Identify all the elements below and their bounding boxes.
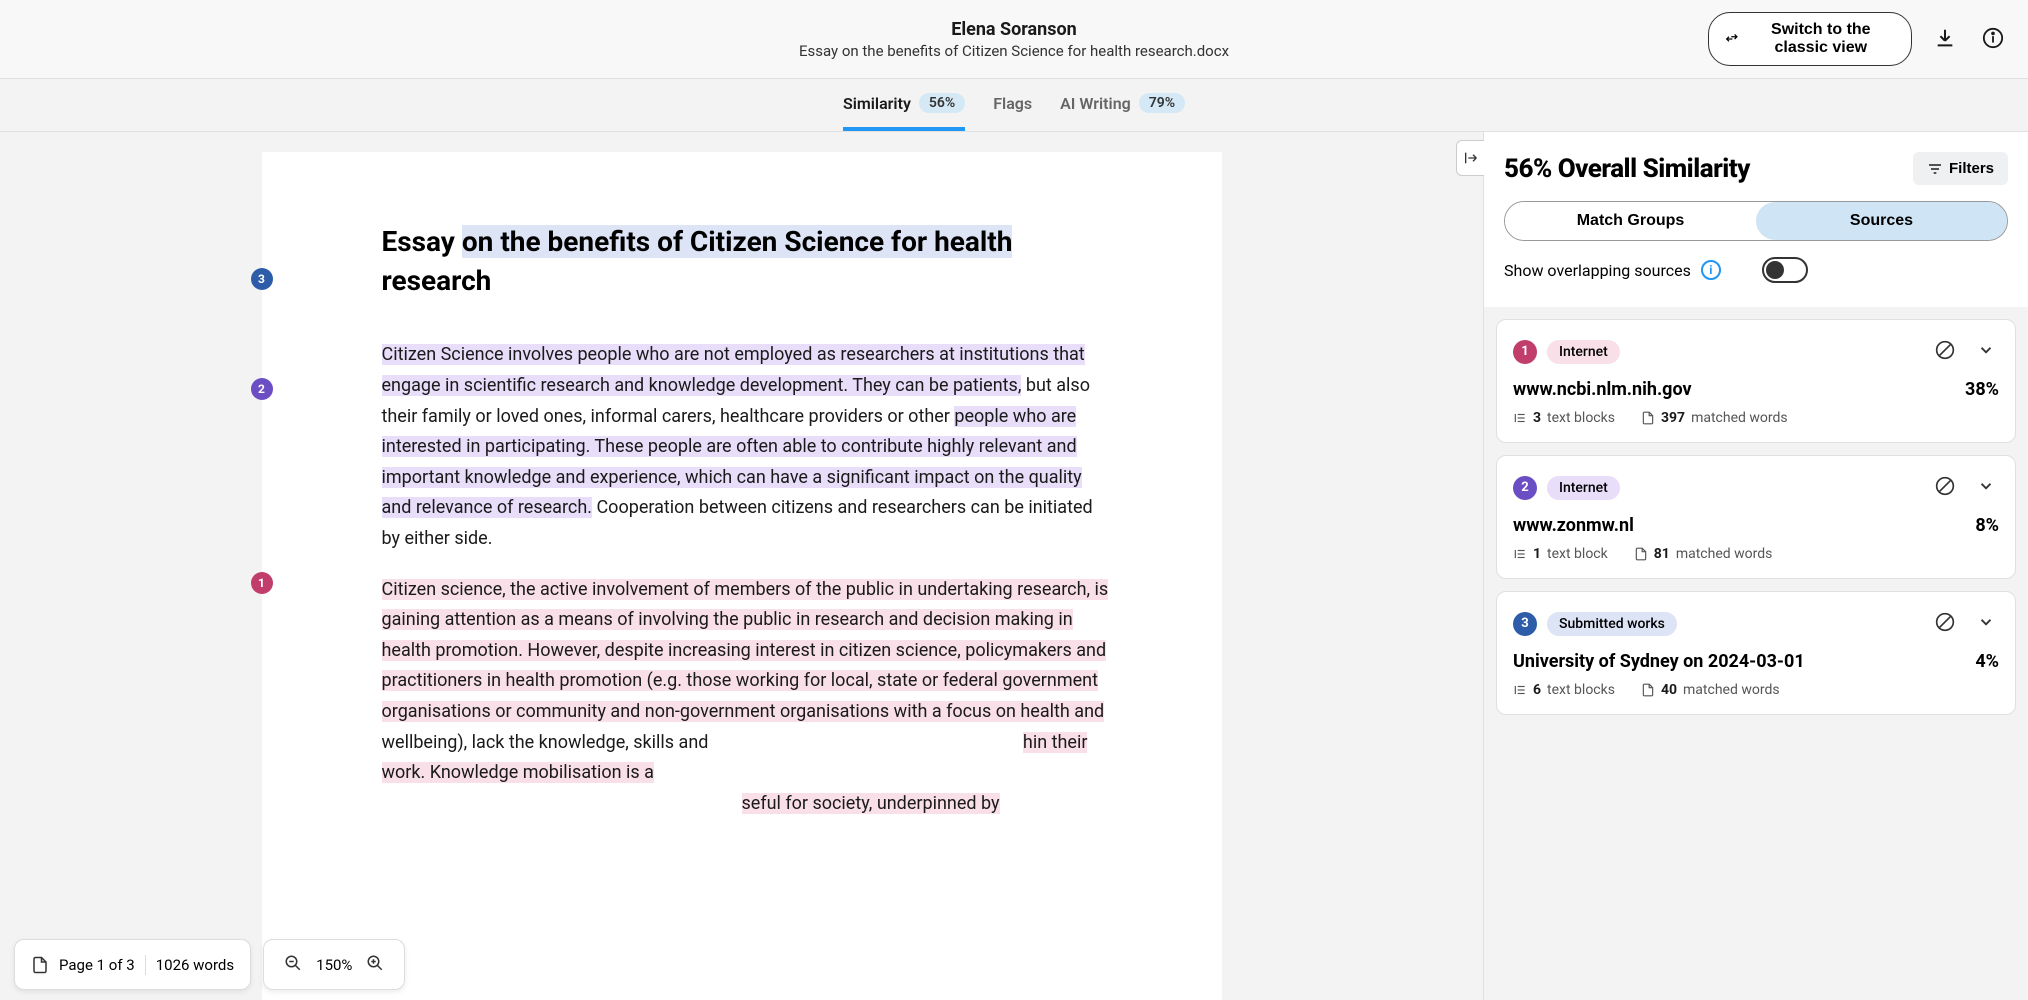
exclude-source-button[interactable]	[1931, 608, 1959, 639]
zoom-level: 150%	[316, 956, 352, 974]
sources-list: 1 Internet www.ncbi.nlm.nih.gov 38% 3 te…	[1484, 307, 2028, 1000]
download-icon	[1934, 27, 1956, 49]
essay-title: Essay on the benefits of Citizen Science…	[382, 222, 1112, 300]
page-label: Page 1 of 3	[59, 956, 135, 974]
chevron-down-icon	[1977, 341, 1995, 359]
list-icon	[1513, 547, 1527, 561]
source-url: www.ncbi.nlm.nih.gov	[1513, 379, 1692, 400]
word-count: 1026 words	[156, 956, 234, 974]
source-number: 3	[1513, 612, 1537, 636]
document-name: Essay on the benefits of Citizen Science…	[320, 42, 1708, 60]
source-card[interactable]: 3 Submitted works University of Sydney o…	[1496, 591, 2016, 715]
page-info-chip: Page 1 of 3 1026 words	[14, 939, 251, 990]
sources-tab[interactable]: Sources	[1756, 202, 2007, 240]
tab-similarity-label: Similarity	[843, 94, 911, 113]
source-card[interactable]: 2 Internet www.zonmw.nl 8% 1 text block	[1496, 455, 2016, 579]
tab-ai-writing[interactable]: AI Writing 79%	[1060, 93, 1185, 131]
source-number: 2	[1513, 476, 1537, 500]
zoom-chip: 150%	[263, 939, 405, 990]
highlight-purple: Citizen Science involves people who are …	[382, 344, 1085, 396]
info-button[interactable]	[1978, 23, 2008, 56]
info-icon[interactable]: i	[1701, 260, 1721, 280]
tabs-bar: Similarity 56% Flags AI Writing 79%	[0, 79, 2028, 132]
zoom-out-button[interactable]	[280, 950, 306, 979]
similarity-badge: 56%	[919, 93, 965, 113]
collapse-icon	[1463, 150, 1479, 166]
collapse-sidebar-button[interactable]	[1456, 140, 1484, 176]
source-type-badge: Internet	[1547, 340, 1620, 364]
filters-button[interactable]: Filters	[1913, 152, 2008, 185]
source-type-badge: Submitted works	[1547, 612, 1677, 636]
matched-words-stat: 81 matched words	[1634, 546, 1773, 562]
tab-similarity[interactable]: Similarity 56%	[843, 93, 965, 131]
matched-words-stat: 397 matched words	[1641, 410, 1788, 426]
download-button[interactable]	[1930, 23, 1960, 56]
document-icon	[1641, 411, 1655, 425]
top-header: Elena Soranson Essay on the benefits of …	[0, 0, 2028, 79]
chevron-down-icon	[1977, 477, 1995, 495]
sidebar: 56% Overall Similarity Filters Match Gro…	[1483, 132, 2028, 1000]
exclude-icon	[1935, 612, 1955, 632]
filters-label: Filters	[1949, 160, 1994, 177]
match-marker-1[interactable]: 1	[251, 572, 273, 594]
paragraph-2: Citizen science, the active involvement …	[382, 575, 1112, 820]
paragraph-1: Citizen Science involves people who are …	[382, 340, 1112, 554]
zoom-in-button[interactable]	[362, 950, 388, 979]
match-groups-tab[interactable]: Match Groups	[1505, 202, 1756, 240]
tab-flags[interactable]: Flags	[993, 93, 1032, 131]
student-name: Elena Soranson	[320, 19, 1708, 40]
overall-similarity-title: 56% Overall Similarity	[1504, 154, 1750, 184]
source-type-badge: Internet	[1547, 476, 1620, 500]
match-marker-2[interactable]: 2	[251, 378, 273, 400]
expand-source-button[interactable]	[1973, 608, 1999, 639]
text-blocks-stat: 1 text block	[1513, 546, 1608, 562]
swap-icon	[1725, 30, 1739, 48]
overlap-toggle[interactable]	[1762, 257, 1808, 283]
zoom-in-icon	[366, 954, 384, 972]
view-segment-control: Match Groups Sources	[1504, 201, 2008, 241]
exclude-icon	[1935, 476, 1955, 496]
source-url: University of Sydney on 2024-03-01	[1513, 651, 1805, 672]
document-page: 3 Essay on the benefits of Citizen Scien…	[262, 152, 1222, 1000]
tab-ai-label: AI Writing	[1060, 94, 1131, 113]
list-icon	[1513, 683, 1527, 697]
filter-icon	[1927, 161, 1943, 177]
matched-words-stat: 40 matched words	[1641, 682, 1780, 698]
exclude-source-button[interactable]	[1931, 336, 1959, 367]
tab-flags-label: Flags	[993, 94, 1032, 113]
ai-badge: 79%	[1139, 93, 1185, 113]
overlap-label: Show overlapping sources	[1504, 261, 1691, 280]
switch-classic-view-button[interactable]: Switch to the classic view	[1708, 12, 1912, 66]
toggle-knob	[1766, 261, 1784, 279]
info-icon	[1982, 27, 2004, 49]
list-icon	[1513, 411, 1527, 425]
text-blocks-stat: 6 text blocks	[1513, 682, 1615, 698]
document-icon	[1641, 683, 1655, 697]
match-marker-3[interactable]: 3	[251, 268, 273, 290]
source-number: 1	[1513, 340, 1537, 364]
document-viewer: 3 Essay on the benefits of Citizen Scien…	[0, 132, 1483, 1000]
expand-source-button[interactable]	[1973, 336, 1999, 367]
zoom-out-icon	[284, 954, 302, 972]
bottom-toolbar: Page 1 of 3 1026 words 150%	[14, 939, 405, 990]
expand-source-button[interactable]	[1973, 472, 1999, 503]
exclude-icon	[1935, 340, 1955, 360]
switch-classic-label: Switch to the classic view	[1747, 21, 1895, 57]
source-percentage: 4%	[1975, 651, 1999, 672]
exclude-source-button[interactable]	[1931, 472, 1959, 503]
text-blocks-stat: 3 text blocks	[1513, 410, 1615, 426]
highlight-blue: on the benefits of Citizen Science for h…	[462, 225, 1013, 258]
document-icon	[1634, 547, 1648, 561]
source-card[interactable]: 1 Internet www.ncbi.nlm.nih.gov 38% 3 te…	[1496, 319, 2016, 443]
overlapping-sources-row: Show overlapping sources i	[1504, 257, 2008, 297]
chevron-down-icon	[1977, 613, 1995, 631]
source-percentage: 38%	[1965, 379, 1999, 400]
source-percentage: 8%	[1975, 515, 1999, 536]
source-url: www.zonmw.nl	[1513, 515, 1634, 536]
page-icon	[31, 956, 49, 974]
highlight-pink: Citizen science, the active involvement …	[382, 579, 1109, 722]
